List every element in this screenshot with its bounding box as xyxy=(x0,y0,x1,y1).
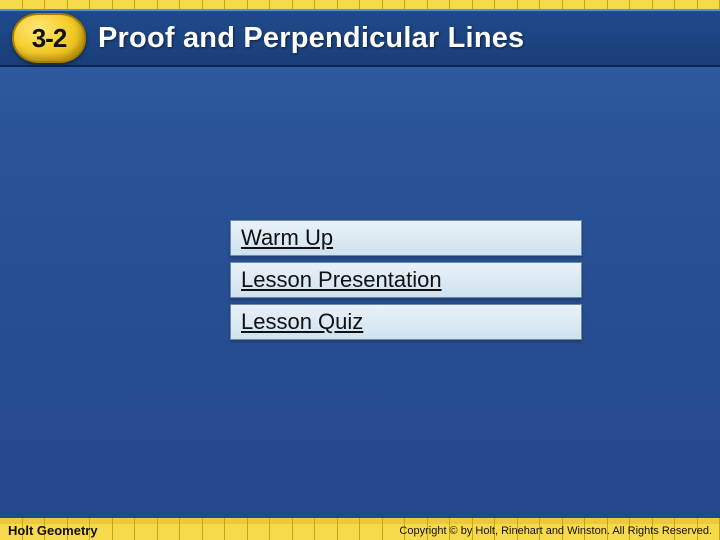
section-number: 3-2 xyxy=(32,23,67,54)
link-stack: Warm Up Lesson Presentation Lesson Quiz xyxy=(230,220,582,340)
title-bar: 3-2 Proof and Perpendicular Lines xyxy=(0,9,720,67)
lesson-title: Proof and Perpendicular Lines xyxy=(98,22,524,55)
footer-left: Holt Geometry xyxy=(8,523,98,538)
link-lesson-quiz[interactable]: Lesson Quiz xyxy=(230,304,582,340)
link-label: Lesson Quiz xyxy=(241,309,363,335)
link-label: Warm Up xyxy=(241,225,333,251)
link-lesson-presentation[interactable]: Lesson Presentation xyxy=(230,262,582,298)
link-warm-up[interactable]: Warm Up xyxy=(230,220,582,256)
slide: 3-2 Proof and Perpendicular Lines Warm U… xyxy=(0,0,720,540)
footer-right: Copyright © by Holt, Rinehart and Winsto… xyxy=(399,525,712,537)
section-badge: 3-2 xyxy=(12,13,86,63)
link-label: Lesson Presentation xyxy=(241,267,442,293)
